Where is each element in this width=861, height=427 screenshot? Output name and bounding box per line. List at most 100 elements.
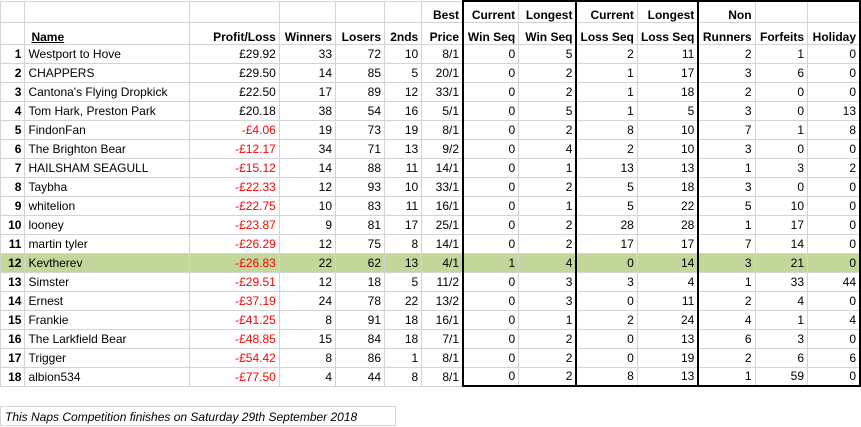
player-name-cell: Taybha — [24, 176, 190, 197]
current-win-seq-cell: 0 — [462, 290, 520, 311]
player-name-cell: Westport to Hove — [24, 43, 190, 64]
current-win-seq-cell: 0 — [462, 62, 520, 83]
forfeits-cell: 10 — [754, 195, 809, 216]
current-loss-seq-cell: 17 — [575, 233, 638, 254]
holiday-cell: 2 — [807, 157, 861, 178]
losers-cell: 75 — [335, 233, 386, 254]
winners-cell: 34 — [278, 138, 337, 159]
forfeits-cell: 0 — [754, 100, 809, 121]
header-profit-loss: Profit/Loss — [188, 21, 280, 45]
holiday-cell: 0 — [807, 233, 861, 254]
forfeits-cell: 1 — [754, 309, 809, 330]
longest-win-seq-cell: 2 — [518, 119, 578, 140]
forfeits-cell: 0 — [754, 138, 809, 159]
table-row: 11 martin tyler -£26.29 12 75 8 14/1 0 2 17 17 7 14 0 — [0, 233, 861, 254]
holiday-cell: 0 — [807, 138, 861, 159]
best-price-cell: 16/1 — [421, 195, 464, 216]
best-price-cell: 8/1 — [421, 347, 464, 368]
losers-cell: 73 — [335, 119, 386, 140]
seconds-cell: 11 — [384, 195, 423, 216]
profit-loss-cell: -£54.42 — [188, 347, 280, 368]
profit-loss-cell: -£15.12 — [188, 157, 280, 178]
profit-loss-cell: £29.50 — [188, 62, 280, 83]
current-win-seq-cell: 0 — [462, 119, 520, 140]
winners-cell: 10 — [278, 195, 337, 216]
winners-cell: 19 — [278, 119, 337, 140]
current-win-seq-cell: 0 — [462, 100, 520, 121]
seconds-cell: 18 — [384, 309, 423, 330]
longest-loss-seq-cell: 13 — [636, 366, 700, 387]
forfeits-cell: 6 — [754, 347, 809, 368]
forfeits-cell: 4 — [754, 290, 809, 311]
header-holiday: Holiday — [807, 21, 861, 45]
winners-cell: 12 — [278, 233, 337, 254]
header-current-win-2: Win Seq — [462, 21, 520, 45]
header-best-price-2: Price — [421, 21, 464, 45]
longest-loss-seq-cell: 14 — [636, 252, 700, 273]
longest-loss-seq-cell: 18 — [636, 81, 700, 102]
losers-cell: 88 — [335, 157, 386, 178]
best-price-cell: 9/2 — [421, 138, 464, 159]
best-price-cell: 20/1 — [421, 62, 464, 83]
seconds-cell: 8 — [384, 233, 423, 254]
current-loss-seq-cell: 1 — [575, 62, 638, 83]
forfeits-cell: 0 — [754, 81, 809, 102]
player-name-cell: Ernest — [24, 290, 190, 311]
seconds-cell: 16 — [384, 100, 423, 121]
current-loss-seq-cell: 0 — [575, 328, 638, 349]
table-row: 4 Tom Hark, Preston Park £20.18 38 54 16 5/1 0 5… — [0, 100, 861, 121]
winners-cell: 8 — [278, 309, 337, 330]
player-name-cell: Frankie — [24, 309, 190, 330]
current-win-seq-cell: 0 — [462, 43, 520, 64]
longest-loss-seq-cell: 11 — [636, 43, 700, 64]
table-row: 17 Trigger -£54.42 8 86 1 8/1 0 2 0 19 2 6 6 — [0, 347, 861, 368]
losers-cell: 81 — [335, 214, 386, 235]
table-row: 12 Kevtherev -£26.83 22 62 13 4/1 1 4 0 14 3 21 0 — [0, 252, 861, 273]
rank-cell: 15 — [0, 309, 26, 330]
non-runners-cell: 1 — [697, 214, 756, 235]
seconds-cell: 10 — [384, 176, 423, 197]
current-loss-seq-cell: 2 — [575, 309, 638, 330]
non-runners-cell: 3 — [697, 176, 756, 197]
current-loss-seq-cell: 8 — [575, 119, 638, 140]
seconds-cell: 13 — [384, 138, 423, 159]
best-price-cell: 13/2 — [421, 290, 464, 311]
table-row: 7 HAILSHAM SEAGULL -£15.12 14 88 11 14/1 0 1 13 13… — [0, 157, 861, 178]
losers-cell: 83 — [335, 195, 386, 216]
longest-win-seq-cell: 5 — [518, 43, 578, 64]
winners-cell: 38 — [278, 100, 337, 121]
rank-cell: 5 — [0, 119, 26, 140]
longest-win-seq-cell: 1 — [518, 309, 578, 330]
losers-cell: 78 — [335, 290, 386, 311]
current-loss-seq-cell: 5 — [575, 176, 638, 197]
profit-loss-cell: £22.50 — [188, 81, 280, 102]
non-runners-cell: 3 — [697, 138, 756, 159]
profit-loss-cell: £29.92 — [188, 43, 280, 64]
longest-win-seq-cell: 2 — [518, 233, 578, 254]
losers-cell: 93 — [335, 176, 386, 197]
header-longest-loss-2: Loss Seq — [636, 21, 700, 45]
seconds-cell: 1 — [384, 347, 423, 368]
rank-cell: 6 — [0, 138, 26, 159]
seconds-cell: 12 — [384, 81, 423, 102]
player-name-cell: Simster — [24, 271, 190, 292]
rank-cell: 14 — [0, 290, 26, 311]
current-win-seq-cell: 0 — [462, 309, 520, 330]
profit-loss-cell: -£41.25 — [188, 309, 280, 330]
holiday-cell: 0 — [807, 81, 861, 102]
table-row: 14 Ernest -£37.19 24 78 22 13/2 0 3 0 11 2 4 0 — [0, 290, 861, 311]
header-losers: Losers — [335, 21, 386, 45]
profit-loss-cell: -£22.75 — [188, 195, 280, 216]
longest-loss-seq-cell: 17 — [636, 233, 700, 254]
rank-cell: 11 — [0, 233, 26, 254]
forfeits-cell: 3 — [754, 157, 809, 178]
table-row: 2 CHAPPERS £29.50 14 85 5 20/1 0 2 1 17 3 6 0 — [0, 62, 861, 83]
holiday-cell: 0 — [807, 43, 861, 64]
rank-cell: 3 — [0, 81, 26, 102]
longest-loss-seq-cell: 10 — [636, 119, 700, 140]
longest-loss-seq-cell: 11 — [636, 290, 700, 311]
longest-win-seq-cell: 2 — [518, 328, 578, 349]
longest-loss-seq-cell: 19 — [636, 347, 700, 368]
seconds-cell: 19 — [384, 119, 423, 140]
losers-cell: 54 — [335, 100, 386, 121]
